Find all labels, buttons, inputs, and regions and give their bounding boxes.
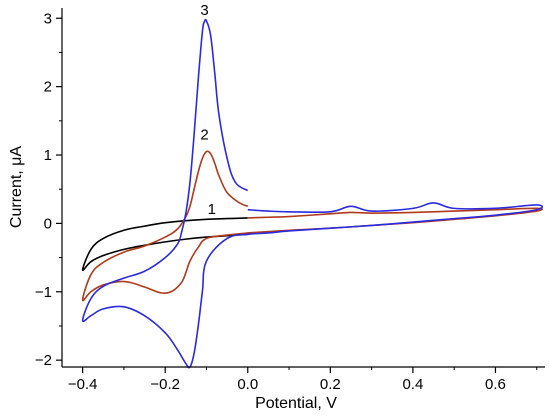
x-axis-title: Potential, V xyxy=(255,395,337,412)
curve-3 xyxy=(81,18,544,369)
x-tick-label: 0.4 xyxy=(402,376,423,393)
curve-2 xyxy=(81,150,544,302)
y-axis-title: Current, μA xyxy=(8,146,25,228)
curve-label-1: 1 xyxy=(208,201,216,218)
curves-layer xyxy=(81,18,544,369)
x-tick-label: −0.2 xyxy=(150,376,180,393)
curve-label-2: 2 xyxy=(200,127,208,144)
curve-1 xyxy=(81,217,248,272)
y-tick-label: −1 xyxy=(35,284,52,301)
axes-layer: −0.4 −0.2 0.0 0.2 0.4 0.6 −2 −1 0 1 2 3 xyxy=(35,8,545,393)
y-tick-label: 1 xyxy=(44,147,52,164)
y-tick-label: 0 xyxy=(44,215,52,232)
x-tick-label: 0.6 xyxy=(485,376,506,393)
y-tick-label: 3 xyxy=(44,10,52,27)
x-tick-label: 0.2 xyxy=(320,376,341,393)
labels-layer: 1 2 3 xyxy=(200,2,216,218)
y-tick-label: 2 xyxy=(44,79,52,96)
x-tick-label: 0.0 xyxy=(237,376,258,393)
x-tick-label: −0.4 xyxy=(68,376,98,393)
y-tick-label: −2 xyxy=(35,352,52,369)
curve-label-3: 3 xyxy=(200,2,208,19)
